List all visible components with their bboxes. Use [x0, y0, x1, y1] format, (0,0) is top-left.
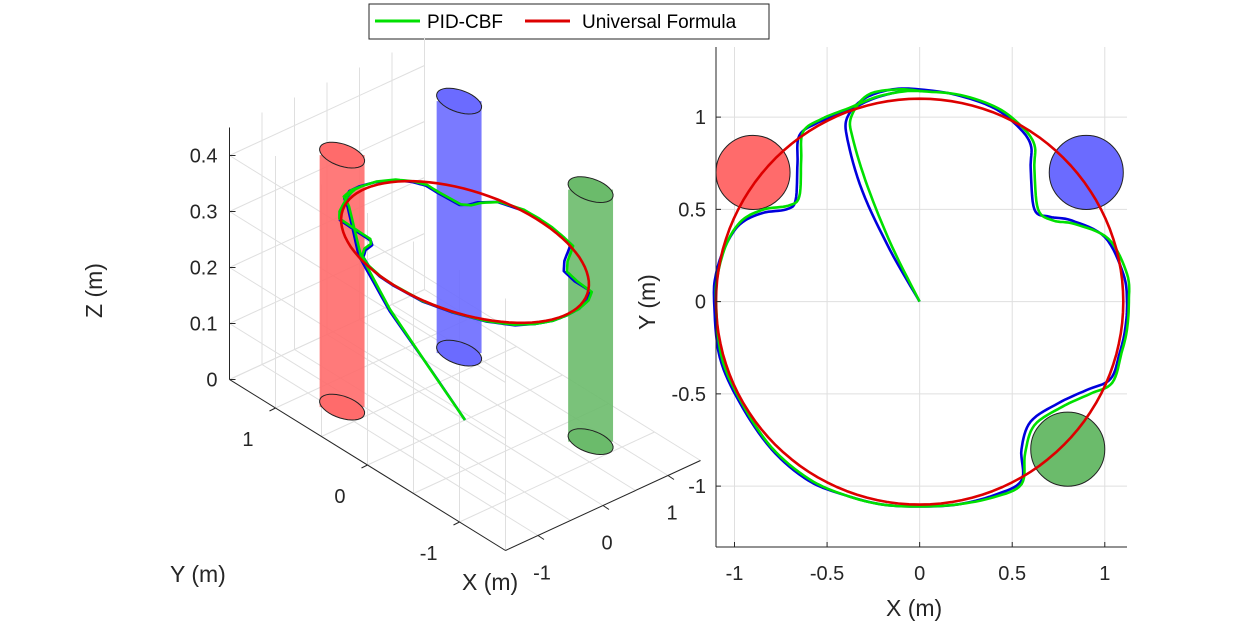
- plot-2d-axes: [715, 47, 1127, 548]
- backwall-y-horizontal-4: [229, 65, 425, 156]
- legend: PID-CBF Universal Formula: [368, 3, 770, 40]
- blue-cylinder-body: [436, 101, 482, 354]
- series3d-universal-formula: [339, 179, 591, 325]
- tick-label-y-4: 1: [695, 107, 706, 129]
- tick-label-z-3: 0.3: [190, 202, 218, 224]
- tick-label-x-1: 0: [601, 533, 612, 555]
- red-cylinder-top: [319, 141, 366, 169]
- plot-3d: -1 0 1 -1 0 1 0 0.1 0.2 0.3 0.4 X (m) Y (m) Z (m): [81, 37, 701, 595]
- tick-label-y-1: 0: [334, 486, 345, 508]
- tick-mark-x-2: [667, 475, 675, 480]
- plot-3d-ylabel: Y (m): [170, 561, 226, 587]
- green-cylinder-top: [567, 176, 614, 204]
- plot-3d-marks: [319, 87, 614, 456]
- plot-3d-xlabel: X (m): [462, 569, 518, 595]
- tick-label-z-2: 0.2: [190, 258, 218, 280]
- plot-2d-marks: [712, 87, 1131, 508]
- tick-label-z-0: 0: [206, 370, 217, 392]
- green-circle: [1030, 411, 1106, 487]
- tick-label-x-4: 1: [1099, 563, 1110, 585]
- tick-label-y-2: 0: [695, 292, 706, 314]
- plot-3d-ticks: -1 0 1 -1 0 1 0 0.1 0.2 0.3 0.4: [190, 146, 678, 585]
- tick-label-x-2: 0: [914, 563, 925, 585]
- blue-cylinder-bottom: [436, 339, 483, 367]
- tick-label-z-4: 0.4: [190, 146, 218, 168]
- backwall-x-horizontal-1: [229, 323, 506, 495]
- tick-label-x-1: -0.5: [810, 563, 844, 585]
- plot-2d: -1 -0.5 0 0.5 1 -1 -0.5 0 0.5 1 X (m) Y (m): [634, 47, 1131, 621]
- series-pid-cbf: [714, 88, 1131, 508]
- legend-label-universal-formula: Universal Formula: [582, 12, 737, 33]
- plot-3d-zlabel: Z (m): [81, 263, 107, 318]
- tick-mark-x-1: [602, 505, 610, 510]
- tick-label-y-2: 1: [242, 429, 253, 451]
- red-cylinder-bottom: [319, 393, 366, 421]
- blue-cylinder-top: [436, 87, 483, 115]
- blue-circle: [1048, 134, 1124, 210]
- tick-label-x-0: -1: [533, 563, 551, 585]
- tick-label-x-2: 1: [666, 503, 677, 525]
- plot-2d-ylabel: Y (m): [634, 274, 660, 330]
- red-circle: [715, 134, 791, 210]
- tick-mark-x-0: [537, 535, 545, 540]
- tick-label-x-3: 0.5: [998, 563, 1026, 585]
- plot-2d-xlabel: X (m): [886, 595, 942, 621]
- red-cylinder-body: [319, 155, 365, 408]
- tick-mark-y-1: [361, 464, 368, 469]
- series3d-pid-cbf: [338, 178, 594, 421]
- green-cylinder-bottom: [567, 428, 614, 456]
- legend-label-pid-cbf: PID-CBF: [427, 12, 503, 33]
- tick-label-y-0: -1: [420, 543, 438, 565]
- tick-label-y-0: -1: [688, 476, 706, 498]
- tick-label-x-0: -1: [726, 563, 744, 585]
- tick-label-y-3: 0.5: [678, 199, 706, 221]
- tick-mark-y-0: [453, 521, 460, 526]
- tick-label-z-1: 0.1: [190, 314, 218, 336]
- tick-mark-y-2: [269, 407, 276, 412]
- green-cylinder-body: [568, 189, 614, 442]
- tick-label-y-1: -0.5: [672, 384, 706, 406]
- plot-2d-ticks: -1 -0.5 0 0.5 1 -1 -0.5 0 0.5 1: [672, 107, 1111, 585]
